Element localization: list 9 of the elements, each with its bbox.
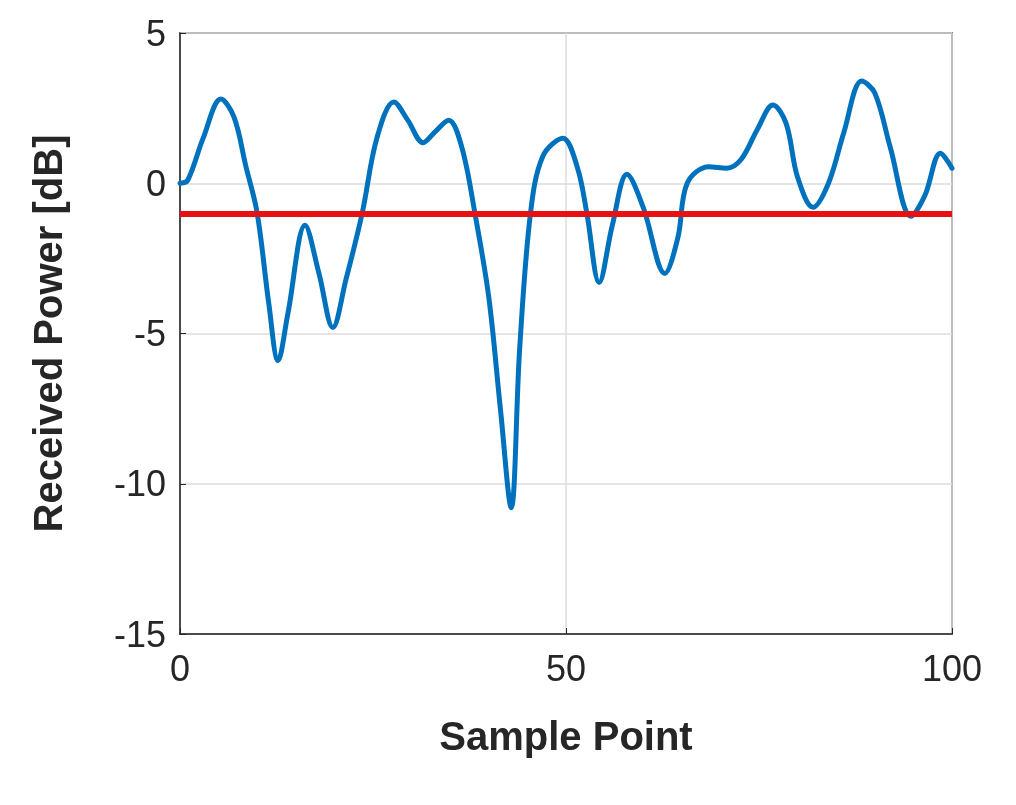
y-tick-label: -10	[113, 463, 166, 505]
x-tick-label: 50	[545, 647, 587, 689]
y-tick-label: 0	[145, 162, 166, 204]
y-tick-label: 5	[145, 12, 166, 54]
y-tick-label: -5	[133, 313, 166, 354]
y-tick-label: -15	[113, 613, 166, 655]
x-axis-title: Sample Point	[439, 714, 693, 758]
y-axis-title: Received Power [dB]	[26, 134, 70, 533]
x-tick-label: 100	[921, 647, 983, 689]
